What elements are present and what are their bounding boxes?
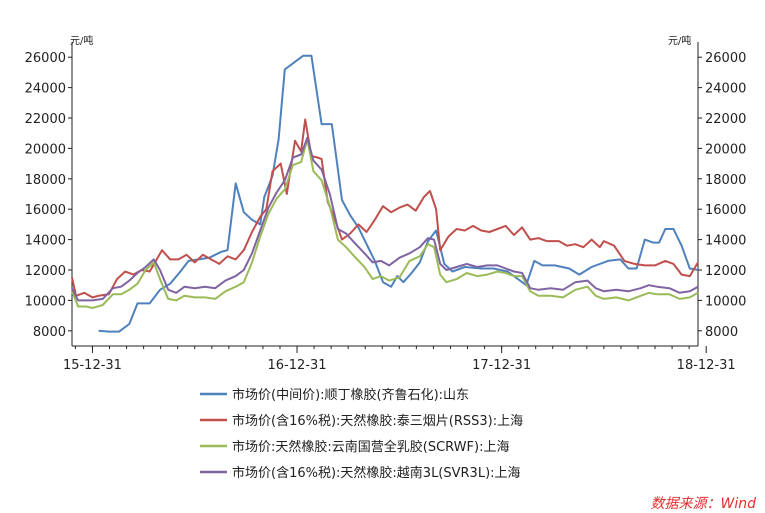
left-y-tick-label: 12000 — [25, 264, 66, 279]
left-y-tick-label: 26000 — [25, 51, 66, 66]
x-tick-label: 17-12-31 — [472, 358, 531, 373]
x-tick-label: 15-12-31 — [63, 358, 122, 373]
legend-label-3: 市场价:天然橡胶:云南国营全乳胶(SCRWF):上海 — [232, 439, 509, 455]
left-y-tick-label: 8000 — [33, 325, 66, 340]
x-tick-label: 18-12-31 — [677, 358, 736, 373]
axes: 8000 8000 10000 10000 12000 12000 14000 14000 16… — [25, 51, 747, 373]
legend: 市场价(中间价):顺丁橡胶(齐鲁石化):山东市场价(含16%税):天然橡胶:泰三… — [200, 387, 523, 481]
data-source: 数据来源：Wind — [651, 496, 757, 512]
legend-label-4: 市场价(含16%税):天然橡胶:越南3L(SVR3L):上海 — [232, 465, 521, 481]
right-y-tick-label: 8000 — [705, 325, 738, 340]
right-y-tick-label: 12000 — [705, 264, 746, 279]
left-y-tick-label: 22000 — [25, 112, 66, 127]
series-line-3 — [71, 138, 699, 309]
legend-label-2: 市场价(含16%税):天然橡胶:泰三烟片(RSS3):上海 — [232, 413, 523, 429]
left-y-tick-label: 16000 — [25, 203, 66, 218]
right-y-tick-label: 14000 — [705, 234, 746, 249]
right-y-tick-label: 24000 — [705, 82, 746, 97]
right-y-tick-label: 18000 — [705, 173, 746, 188]
right-y-tick-label: 22000 — [705, 112, 746, 127]
left-y-tick-label: 10000 — [25, 294, 66, 309]
right-y-tick-label: 10000 — [705, 294, 746, 309]
right-y-tick-label: 20000 — [705, 142, 746, 157]
right-unit-label: 元/吨 — [668, 34, 691, 47]
left-y-tick-label: 24000 — [25, 82, 66, 97]
legend-label-1: 市场价(中间价):顺丁橡胶(齐鲁石化):山东 — [232, 387, 469, 403]
right-y-tick-label: 16000 — [705, 203, 746, 218]
left-y-tick-label: 20000 — [25, 142, 66, 157]
left-y-tick-label: 14000 — [25, 234, 66, 249]
x-tick-label: 16-12-31 — [268, 358, 327, 373]
right-y-tick-label: 26000 — [705, 51, 746, 66]
series-lines — [71, 54, 699, 333]
left-unit-label: 元/吨 — [70, 34, 93, 47]
series-line-2 — [71, 118, 699, 299]
series-line-4 — [71, 136, 699, 302]
plot-frame — [71, 42, 699, 347]
left-y-tick-label: 18000 — [25, 173, 66, 188]
